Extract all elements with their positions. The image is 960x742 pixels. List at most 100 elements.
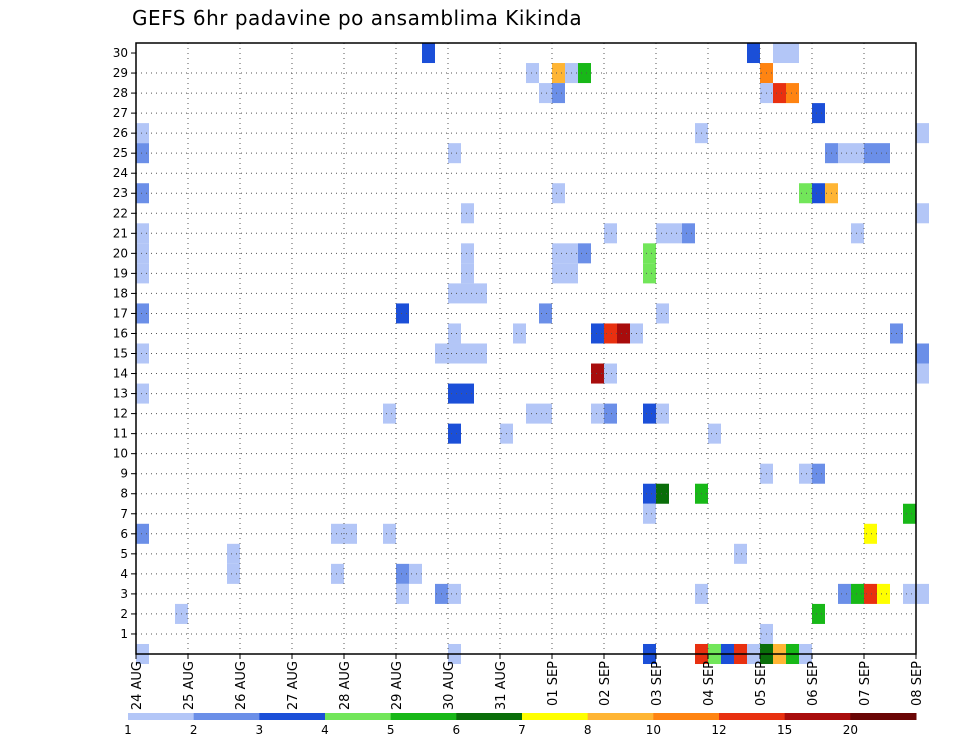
precip-cell	[539, 403, 552, 424]
precip-cell	[604, 323, 617, 344]
precip-cell	[552, 83, 565, 104]
colorbar-label: 15	[777, 723, 792, 737]
precip-cell	[461, 203, 474, 224]
colorbar-swatch	[193, 713, 260, 720]
precip-cell	[526, 63, 539, 84]
precip-cell	[643, 503, 656, 524]
precip-cell	[864, 583, 877, 604]
precip-cell	[591, 403, 604, 424]
precip-cell	[448, 383, 461, 404]
y-tick-label: 27	[113, 106, 128, 120]
y-tick-label: 11	[113, 427, 128, 441]
precip-cell	[864, 143, 877, 164]
precip-cell	[877, 583, 890, 604]
x-tick-label: 31 AUG	[494, 661, 509, 710]
precip-cell	[643, 483, 656, 504]
y-tick-label: 13	[113, 387, 128, 401]
precip-cell	[812, 463, 825, 484]
precip-cell	[513, 323, 526, 344]
colorbar-swatch	[259, 713, 326, 720]
precip-cell	[916, 123, 929, 144]
colorbar-label: 20	[843, 723, 858, 737]
precip-cell	[656, 223, 669, 244]
y-tick-label: 30	[113, 46, 128, 60]
precip-cell	[773, 83, 786, 104]
x-tick-label: 29 AUG	[390, 661, 405, 710]
precip-cell	[331, 523, 344, 544]
y-tick-label: 7	[120, 507, 128, 521]
x-tick-label: 30 AUG	[442, 661, 457, 710]
precip-cell	[461, 283, 474, 304]
precip-cell	[604, 363, 617, 384]
precip-cell	[448, 283, 461, 304]
precip-cell	[604, 403, 617, 424]
colorbar-label: 12	[711, 723, 726, 737]
y-tick-label: 6	[120, 527, 128, 541]
precip-cell	[851, 143, 864, 164]
precip-cell	[409, 563, 422, 584]
precip-cell	[136, 263, 149, 284]
precip-cell	[552, 63, 565, 84]
precip-cell	[448, 323, 461, 344]
x-tick-label: 26 AUG	[234, 661, 249, 710]
precip-cell	[643, 243, 656, 264]
y-tick-label: 24	[113, 166, 128, 180]
precip-cell	[461, 263, 474, 284]
y-tick-label: 25	[113, 146, 128, 160]
precip-cell	[331, 563, 344, 584]
precip-cell	[526, 403, 539, 424]
x-tick-label: 27 AUG	[286, 661, 301, 710]
x-tick-label: 25 AUG	[182, 661, 197, 710]
precip-cell	[383, 403, 396, 424]
precip-cell	[396, 563, 409, 584]
precip-cell	[747, 43, 760, 64]
x-tick-label: 03 SEP	[650, 661, 665, 706]
precip-cell	[552, 263, 565, 284]
y-tick-label: 20	[113, 246, 128, 260]
y-tick-label: 17	[113, 306, 128, 320]
precip-cell	[864, 523, 877, 544]
x-tick-label: 01 SEP	[546, 661, 561, 706]
precip-cell	[136, 183, 149, 204]
y-tick-label: 3	[120, 587, 128, 601]
colorbar-swatch	[522, 713, 589, 720]
precip-cell	[734, 543, 747, 564]
precip-cell	[916, 363, 929, 384]
precip-cell	[344, 523, 357, 544]
precip-cell	[812, 103, 825, 124]
colorbar-label: 3	[256, 723, 264, 737]
y-tick-label: 4	[120, 567, 128, 581]
precip-cell	[474, 343, 487, 364]
precip-cell	[227, 543, 240, 564]
colorbar-label: 2	[190, 723, 198, 737]
x-tick-label: 07 SEP	[858, 661, 873, 706]
colorbar-swatch	[456, 713, 523, 720]
y-tick-label: 5	[120, 547, 128, 561]
y-axis: 1234567891011121314151617181920212223242…	[113, 46, 136, 641]
colorbar-label: 10	[646, 723, 661, 737]
precip-cell	[656, 403, 669, 424]
precip-cell	[799, 463, 812, 484]
y-tick-label: 14	[113, 367, 128, 381]
x-tick-label: 02 SEP	[598, 661, 613, 706]
precip-cell	[591, 363, 604, 384]
y-tick-label: 21	[113, 226, 128, 240]
precip-cell	[773, 43, 786, 64]
colorbar: 1 2 3 4 5 6 7 8 10 12 15 20	[124, 713, 917, 737]
colorbar-swatch	[850, 713, 917, 720]
colorbar-swatch	[653, 713, 720, 720]
colorbar-swatch	[128, 713, 195, 720]
y-tick-label: 12	[113, 407, 128, 421]
precip-cell	[136, 223, 149, 244]
precip-cell	[682, 223, 695, 244]
y-tick-label: 1	[120, 627, 128, 641]
precip-cell	[903, 503, 916, 524]
y-tick-label: 19	[113, 266, 128, 280]
precip-cell	[851, 223, 864, 244]
colorbar-label: 7	[518, 723, 526, 737]
y-tick-label: 2	[120, 607, 128, 621]
precip-cell	[461, 343, 474, 364]
y-tick-label: 29	[113, 66, 128, 80]
grid-lines	[136, 43, 916, 654]
precip-cell	[578, 243, 591, 264]
